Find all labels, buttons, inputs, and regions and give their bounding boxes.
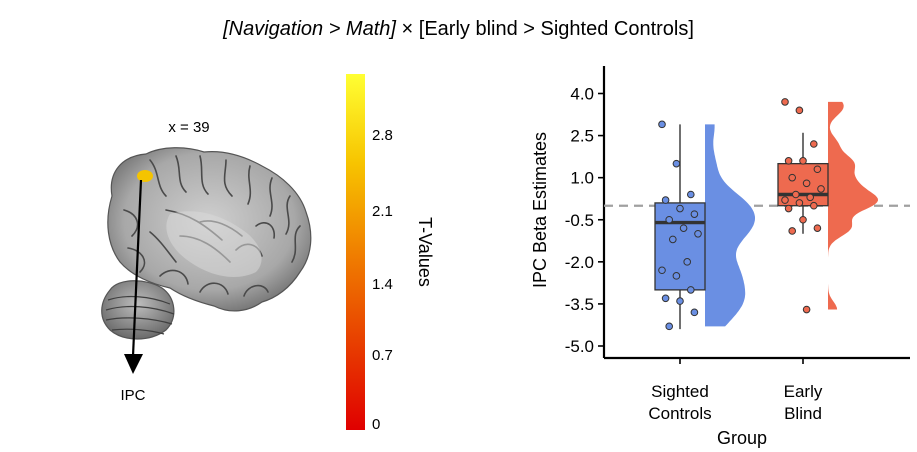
data-point xyxy=(661,294,670,303)
x-category-label-line1: Early xyxy=(784,382,823,401)
data-point xyxy=(672,159,681,168)
data-point xyxy=(806,193,815,202)
x-category-label-line2: Controls xyxy=(648,404,711,423)
data-point xyxy=(687,286,695,294)
data-point xyxy=(672,272,681,280)
group-1 xyxy=(777,98,878,314)
colorbar-ticks: 2.8 2.1 1.4 0.7 0 xyxy=(372,127,393,433)
colorbar-tick-label: 2.1 xyxy=(372,203,393,220)
data-point xyxy=(781,196,789,204)
data-point xyxy=(687,190,695,199)
data-point xyxy=(813,165,822,174)
y-tick-label: -0.5 xyxy=(565,211,594,230)
data-point xyxy=(799,157,807,165)
data-point xyxy=(788,227,797,235)
y-tick-label: 4.0 xyxy=(570,85,594,104)
data-point xyxy=(694,229,702,238)
data-point xyxy=(817,185,825,193)
data-point xyxy=(792,190,800,199)
colorbar-tick-label: 1.4 xyxy=(372,276,393,293)
data-point xyxy=(679,224,688,232)
slice-label: x = 39 xyxy=(168,119,209,136)
y-tick-label: -5.0 xyxy=(565,337,594,356)
data-point xyxy=(658,266,666,275)
data-point xyxy=(802,179,811,188)
colorbar xyxy=(346,74,365,430)
y-tick-label: 1.0 xyxy=(570,169,594,188)
data-point xyxy=(781,98,789,106)
ipc-activation-cluster xyxy=(137,170,153,182)
data-point xyxy=(690,308,699,317)
figure-title: [Navigation > Math] × [Early blind > Sig… xyxy=(0,18,917,41)
brain-slice xyxy=(101,147,312,374)
raincloud-chart: 4.0 2.5 1.0 -0.5 -2.0 -3.5 -5.0 IPC Beta Estima… xyxy=(530,66,910,448)
y-axis-label: IPC Beta Estimates xyxy=(530,132,550,288)
y-tick-label: -2.0 xyxy=(565,253,594,272)
data-point xyxy=(813,224,822,232)
title-cross: × xyxy=(401,18,414,40)
colorbar-tick-label: 0 xyxy=(372,416,380,433)
density-cloud xyxy=(705,124,755,327)
x-category-label-line2: Blind xyxy=(784,404,822,423)
data-point xyxy=(802,305,811,314)
data-point xyxy=(665,215,674,224)
data-point xyxy=(658,120,666,129)
data-point xyxy=(676,204,684,213)
x-category-label-line1: Sighted xyxy=(651,382,709,401)
data-point xyxy=(810,140,818,148)
data-point xyxy=(661,196,670,204)
data-point xyxy=(810,201,818,210)
cerebellum xyxy=(101,280,175,340)
x-axis-label: Group xyxy=(717,428,767,448)
data-point xyxy=(676,297,684,305)
data-point xyxy=(799,215,807,224)
data-point xyxy=(784,204,793,213)
data-point xyxy=(795,106,804,115)
colorbar-label: T-Values xyxy=(415,217,435,287)
ipc-label: IPC xyxy=(120,387,145,404)
title-contrast-group: [Early blind > Sighted Controls] xyxy=(418,18,694,40)
data-point xyxy=(784,157,793,165)
data-point xyxy=(669,235,677,244)
colorbar-tick-label: 0.7 xyxy=(372,347,393,364)
data-point xyxy=(665,322,674,331)
title-contrast-task: [Navigation > Math] xyxy=(223,18,396,40)
y-tick-label: 2.5 xyxy=(570,127,594,146)
ipc-arrow-head xyxy=(124,354,143,374)
group-0 xyxy=(654,120,755,331)
data-point xyxy=(683,258,692,266)
ipc-arrow-shaft xyxy=(131,179,143,357)
data-point xyxy=(788,173,797,182)
density-cloud xyxy=(828,101,878,310)
data-point xyxy=(690,210,699,218)
y-tick-label: -3.5 xyxy=(565,295,594,314)
data-point xyxy=(795,199,804,207)
colorbar-tick-label: 2.8 xyxy=(372,127,393,144)
